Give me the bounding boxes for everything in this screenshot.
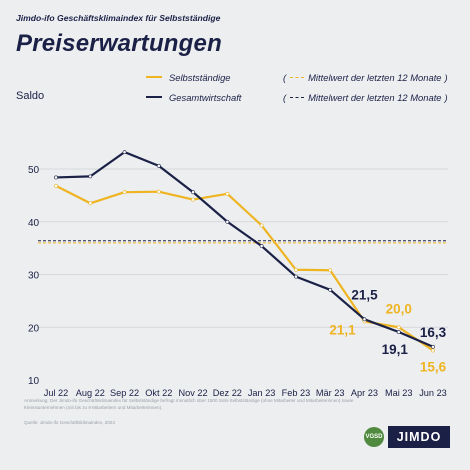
source-note: Quelle: Jimdo-ifo Geschäftsklimaindex, 2… bbox=[24, 420, 115, 425]
x-tick-label: Feb 23 bbox=[282, 388, 311, 398]
series-line bbox=[55, 151, 434, 348]
data-point bbox=[328, 287, 333, 292]
data-point bbox=[122, 150, 127, 155]
y-tick-label: 20 bbox=[28, 323, 40, 334]
x-tick-label: Mai 23 bbox=[385, 388, 413, 398]
x-tick-label: Dez 22 bbox=[213, 388, 242, 398]
x-tick-label: Aug 22 bbox=[76, 388, 105, 398]
jimdo-logo: JIMDO bbox=[388, 426, 450, 448]
data-point bbox=[122, 190, 127, 195]
data-label: 15,6 bbox=[420, 359, 447, 374]
legend-item-gesamtwirtschaft: Gesamtwirtschaft ( Mittelwert der letzte… bbox=[146, 90, 448, 104]
x-tick-label: Apr 23 bbox=[351, 388, 378, 398]
legend-dash-gesamtwirtschaft bbox=[290, 96, 305, 98]
data-point bbox=[191, 197, 195, 202]
data-point bbox=[259, 244, 264, 248]
y-axis-label: Saldo bbox=[16, 90, 45, 102]
line-chart: 10 20 30 40 50 Jul 22 Aug 22 Sep 22 Okt 22 Nov 22… bbox=[28, 150, 448, 398]
y-tick-label: 40 bbox=[28, 218, 40, 229]
data-point bbox=[294, 267, 298, 272]
data-point bbox=[294, 274, 298, 279]
x-tick-label: Okt 22 bbox=[145, 388, 172, 398]
data-point bbox=[225, 191, 230, 196]
legend-avg-label-selbststaendige: Mittelwert der letzten 12 Monate bbox=[308, 71, 442, 83]
vgsd-logo: VGSD bbox=[364, 427, 384, 447]
chart-header-label: Jimdo-ifo Geschäftsklimaindex für Selbst… bbox=[16, 13, 221, 23]
data-point bbox=[362, 317, 367, 322]
data-point bbox=[431, 344, 435, 349]
data-point bbox=[431, 348, 435, 353]
legend-paren-close: ) bbox=[444, 91, 448, 103]
legend-avg-label-gesamtwirtschaft: Mittelwert der letzten 12 Monate bbox=[308, 91, 442, 103]
vgsd-logo-text: VGSD bbox=[365, 434, 383, 440]
data-label: 16,3 bbox=[420, 325, 447, 340]
y-tick-label: 10 bbox=[28, 376, 40, 387]
legend-dash-selbststaendige bbox=[290, 76, 305, 78]
series-line bbox=[55, 184, 434, 352]
data-point bbox=[88, 174, 93, 179]
x-tick-label: Jan 23 bbox=[248, 388, 276, 398]
legend-swatch-selbststaendige bbox=[146, 76, 162, 78]
x-tick-label: Sep 22 bbox=[110, 388, 139, 398]
data-point bbox=[328, 268, 333, 273]
data-point bbox=[191, 190, 195, 195]
legend-label-gesamtwirtschaft: Gesamtwirtschaft bbox=[169, 91, 242, 103]
x-tick-label: Nov 22 bbox=[179, 388, 208, 398]
data-point bbox=[396, 330, 401, 334]
legend-item-selbststaendige: Selbstständige ( Mittelwert der letzten … bbox=[146, 70, 448, 84]
legend-paren-close: ) bbox=[444, 71, 448, 83]
data-point bbox=[88, 201, 93, 206]
y-tick-label: 50 bbox=[28, 165, 40, 176]
data-point bbox=[54, 183, 58, 188]
x-tick-label: Jul 22 bbox=[44, 388, 69, 398]
jimdo-logo-text: JIMDO bbox=[396, 430, 442, 444]
legend-label-selbststaendige: Selbstständige bbox=[169, 71, 231, 83]
data-point bbox=[396, 325, 401, 330]
legend-paren-open: ( bbox=[283, 91, 287, 103]
data-point bbox=[156, 189, 161, 194]
data-point bbox=[259, 223, 264, 228]
x-tick-label: Mär 23 bbox=[316, 388, 345, 398]
data-point bbox=[225, 219, 230, 224]
data-label: 19,1 bbox=[382, 342, 409, 357]
x-tick-label: Jun 23 bbox=[419, 388, 447, 398]
chart-title: Preiserwartungen bbox=[16, 30, 222, 57]
legend-swatch-gesamtwirtschaft bbox=[146, 96, 162, 98]
data-point bbox=[156, 163, 161, 168]
legend-paren-open: ( bbox=[283, 71, 287, 83]
data-label: 21,1 bbox=[329, 322, 356, 337]
data-label: 21,5 bbox=[351, 287, 378, 302]
footnote: Anmerkung: Der Jimdo-ifo Geschäftsklimai… bbox=[24, 398, 354, 410]
data-point bbox=[54, 175, 58, 180]
data-label: 20,0 bbox=[386, 301, 412, 316]
y-tick-label: 30 bbox=[28, 271, 40, 282]
